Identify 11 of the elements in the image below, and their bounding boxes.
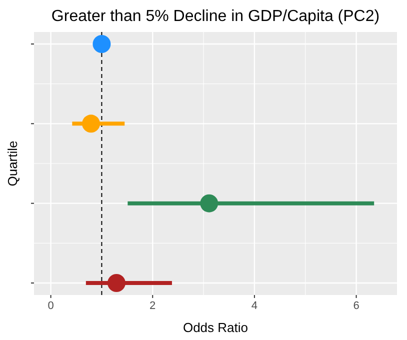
point	[200, 194, 218, 212]
x-tick-label: 2	[150, 300, 156, 312]
point	[92, 35, 111, 53]
x-tick-label: 0	[48, 300, 54, 312]
x-tick-label: 6	[353, 300, 360, 312]
x-tick-label: 4	[251, 300, 258, 312]
point	[82, 114, 100, 133]
chart-title: Greater than 5% Decline in GDP/Capita (PC2)	[51, 8, 380, 25]
point	[107, 274, 126, 292]
x-axis-title: Odds Ratio	[182, 320, 248, 335]
y-axis-title: Quartile	[5, 140, 20, 186]
